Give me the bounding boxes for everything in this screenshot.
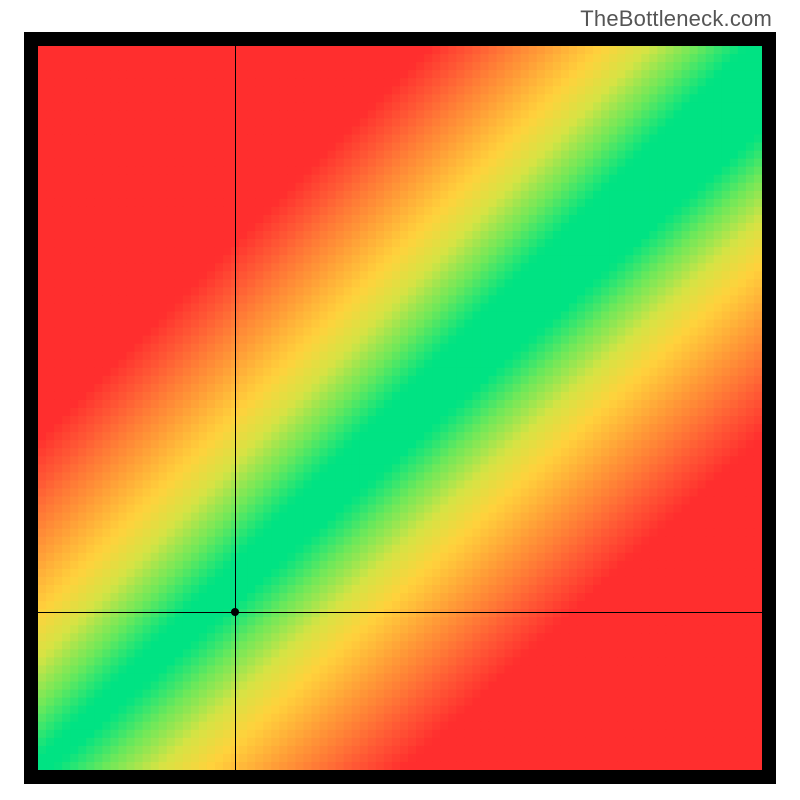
crosshair-vertical xyxy=(235,46,236,770)
heatmap xyxy=(38,46,762,770)
plot-area xyxy=(38,46,762,770)
plot-outer-frame xyxy=(24,32,776,784)
crosshair-horizontal xyxy=(38,612,762,613)
figure-container: TheBottleneck.com xyxy=(0,0,800,800)
watermark-text: TheBottleneck.com xyxy=(580,6,772,32)
crosshair-marker xyxy=(231,608,239,616)
